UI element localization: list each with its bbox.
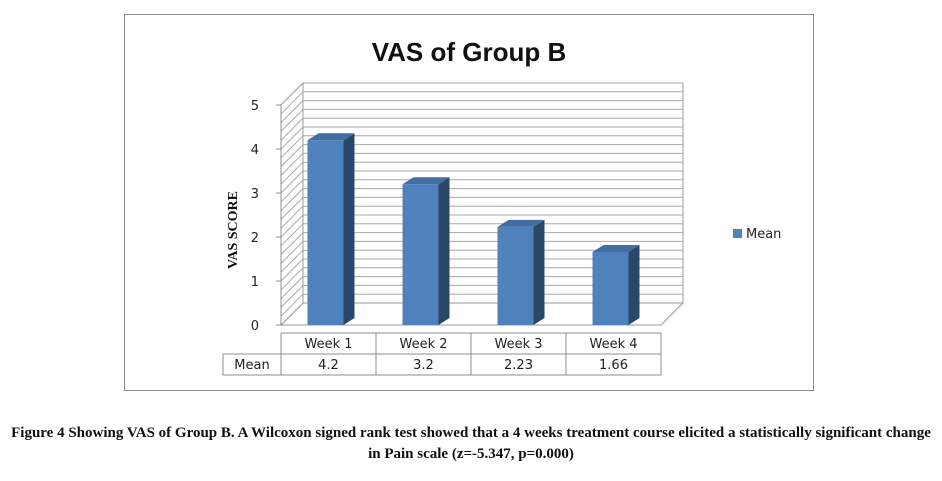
bar-side [533, 219, 545, 325]
gridline-side [280, 267, 304, 291]
bar-side [438, 177, 450, 325]
gridline-side [280, 258, 304, 282]
bar-front [307, 140, 344, 325]
gridline-side [280, 249, 304, 273]
chart-canvas: VAS of Group B 0 1 2 3 4 5 VAS SCORE Week 1 4.… [222, 37, 781, 376]
bar-top [592, 244, 640, 252]
gridline-side [280, 241, 304, 264]
bar-2 [402, 177, 450, 325]
gridline-side [280, 232, 304, 255]
gridline-side [280, 100, 304, 123]
x-tick-label: Week 1 [304, 337, 352, 352]
legend: Mean [733, 227, 781, 242]
gridline-side [280, 117, 304, 141]
gridline-side [280, 126, 304, 150]
chart-frame: VAS of Group B 0 1 2 3 4 5 VAS SCORE Week 1 4.… [124, 14, 814, 391]
gridline-side [280, 188, 304, 211]
y-tick-label: 5 [251, 99, 259, 114]
bar-1 [307, 133, 355, 325]
gridline-side [280, 161, 304, 185]
bar-3 [497, 219, 545, 325]
y-tick-label: 0 [251, 319, 259, 334]
data-table: Week 1 4.2 Week 2 3.2 Week 3 2.23 Week 4 1.66 Me… [222, 332, 662, 376]
gridline-side [280, 170, 304, 194]
bar-4 [592, 244, 640, 325]
gridline-side [280, 285, 304, 308]
table-row-label: Mean [234, 358, 269, 373]
gridline-side [280, 144, 304, 167]
bar-front [497, 226, 534, 325]
gridline-side [280, 91, 304, 115]
x-tick-label: Week 4 [589, 337, 637, 352]
gridline-side [280, 205, 304, 229]
bar-top [402, 177, 450, 185]
gridline-side [280, 276, 304, 299]
x-tick-label: Week 2 [399, 337, 447, 352]
gridline-side [280, 109, 304, 132]
y-tick-label: 1 [251, 275, 259, 290]
y-tick-label: 3 [251, 187, 259, 202]
gridline-side [280, 135, 304, 159]
y-axis-label: VAS SCORE [226, 191, 241, 269]
y-tick-label: 4 [251, 143, 259, 158]
bar-front [402, 184, 439, 325]
gridline-side [280, 197, 304, 220]
bar-side [628, 244, 640, 325]
gridline-side [280, 214, 304, 238]
gridline-side [280, 223, 304, 247]
y-axis-ticks: 0 1 2 3 4 5 [251, 99, 281, 334]
bar-top [497, 219, 545, 227]
bars [307, 133, 640, 325]
gridline-side [280, 179, 304, 203]
table-value: 1.66 [599, 358, 628, 373]
table-value: 3.2 [413, 358, 434, 373]
table-value: 4.2 [318, 358, 339, 373]
gridline-side [280, 82, 304, 106]
x-tick-label: Week 3 [494, 337, 542, 352]
bar-side [343, 133, 355, 325]
figure-caption: Figure 4 Showing VAS of Group B. A Wilco… [11, 425, 931, 462]
legend-swatch [733, 229, 742, 238]
table-value: 2.23 [504, 358, 533, 373]
gridline-side [280, 293, 304, 317]
legend-label-mean: Mean [746, 227, 781, 242]
chart-title: VAS of Group B [372, 37, 567, 67]
bar-top [307, 133, 355, 141]
bar-front [592, 251, 629, 325]
gridline-side [280, 153, 304, 176]
y-tick-label: 2 [251, 231, 259, 246]
